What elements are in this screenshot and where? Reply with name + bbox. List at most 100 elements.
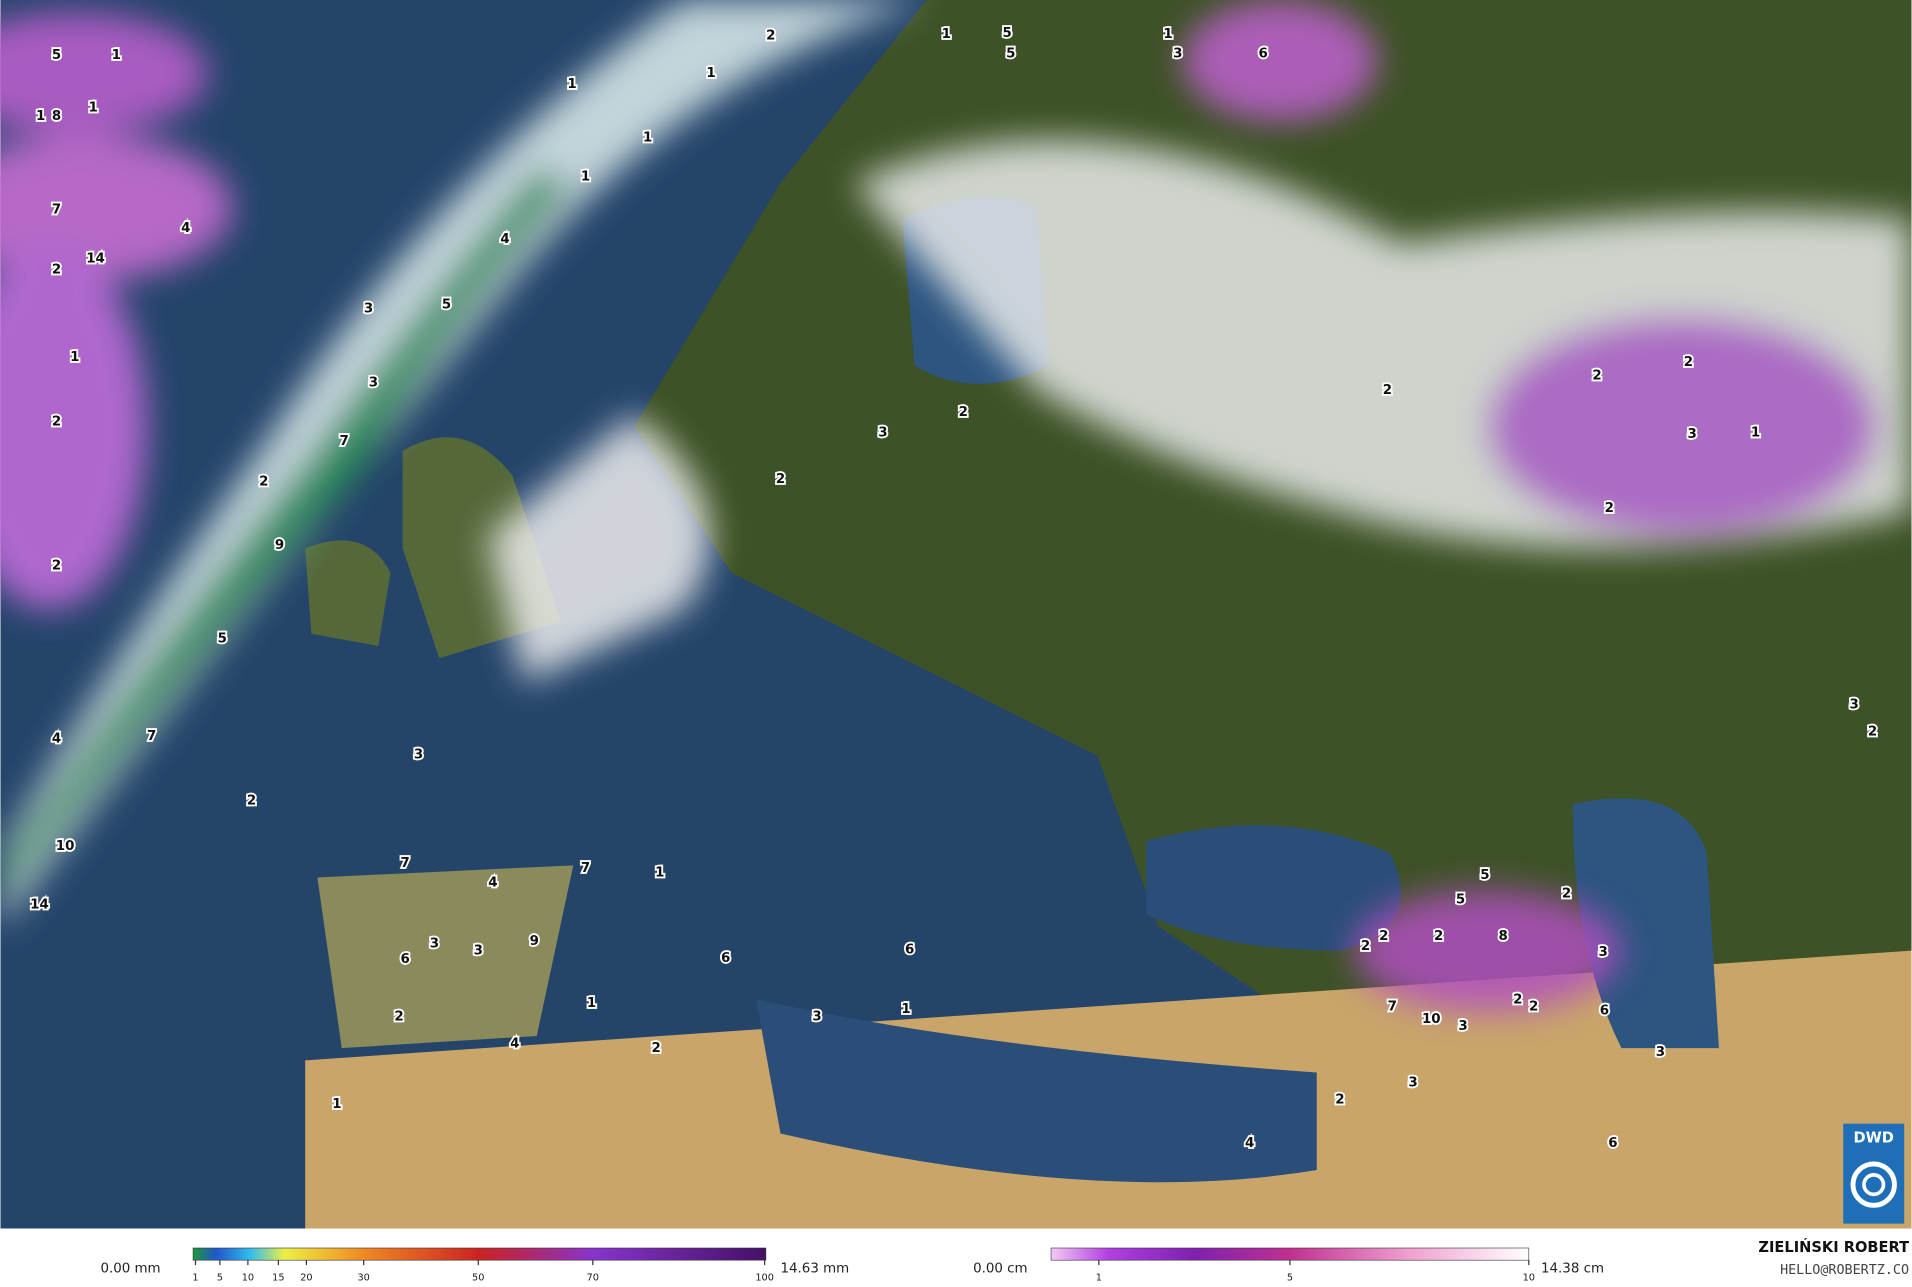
rain-tick-label: 5 [217,1272,223,1283]
precip-label: 3 [430,936,439,951]
snow-min-label: 0.00 cm [973,1262,1027,1277]
precip-label: 2 [1605,501,1614,516]
precip-label: 6 [1608,1136,1617,1151]
precip-label: 4 [181,221,190,236]
credit-name: ZIELIŃSKI ROBERT [1758,1238,1909,1256]
precip-label: 7 [1388,1000,1397,1015]
precip-label: 2 [52,559,61,574]
precip-label: 2 [52,415,61,430]
precip-label: 1 [567,77,576,92]
precip-label: 2 [1379,929,1388,944]
precip-label: 1 [581,170,590,185]
logo-text: DWD [1854,1129,1894,1146]
rain-tick-label: 50 [472,1272,484,1283]
precip-label: 5 [1456,892,1465,907]
precip-label: 2 [259,474,268,489]
precip-label: 3 [1173,47,1182,62]
precip-label: 8 [1499,929,1508,944]
precip-label: 1 [112,48,121,63]
precip-label: 2 [1562,886,1571,901]
precip-label: 3 [812,1009,821,1024]
precip-label: 5 [1003,26,1012,41]
precip-label: 1 [1163,27,1172,42]
precip-label: 4 [510,1036,519,1051]
precip-label: 7 [340,434,349,449]
rain-tick-label: 30 [357,1272,369,1283]
precip-label: 3 [1850,697,1859,712]
precip-label: 1 [332,1097,341,1112]
rain-max-label: 14.63 mm [781,1262,850,1277]
dwd-logo: DWD [1843,1123,1905,1224]
precip-label: 2 [1592,368,1601,383]
snow-max-label: 14.38 cm [1541,1262,1604,1277]
precip-label: 2 [1513,992,1522,1007]
precip-label: 7 [400,856,409,871]
precip-label: 3 [1687,427,1696,442]
precip-label: 2 [247,794,256,809]
rain-color-bar [192,1247,767,1261]
precip-label: 1 [1751,426,1760,441]
precip-label: 1 [901,1002,910,1017]
rain-tick-label: 1 [192,1272,198,1283]
precip-label: 1 [706,66,715,81]
precip-label: 14 [30,897,49,912]
precip-label: 1 [655,866,664,881]
precip-label: 8 [52,109,61,124]
precip-label: 1 [587,996,596,1011]
snow-tick-label: 10 [1523,1272,1535,1283]
precip-label: 1 [942,27,951,42]
rain-min-label: 0.00 mm [100,1262,160,1277]
precip-label: 4 [1245,1136,1254,1151]
rain-tick-label: 10 [242,1272,254,1283]
rain-tick-label: 15 [272,1272,284,1283]
precip-label: 3 [1458,1019,1467,1034]
precip-label: 3 [1656,1045,1665,1060]
precip-label: 3 [414,747,423,762]
precip-label: 6 [1258,47,1267,62]
precip-label: 2 [1434,929,1443,944]
precip-label: 9 [275,538,284,553]
precip-label: 3 [1598,945,1607,960]
precip-label: 7 [581,861,590,876]
precip-label: 6 [1600,1003,1609,1018]
precip-label: 2 [52,262,61,277]
precip-label: 6 [905,942,914,957]
precip-label: 2 [1335,1092,1344,1107]
precip-label: 5 [1006,47,1015,62]
precip-label: 3 [878,426,887,441]
precip-label: 4 [488,875,497,890]
precip-label: 3 [474,944,483,959]
precip-label: 1 [36,109,45,124]
precip-label: 6 [721,951,730,966]
precip-label: 2 [1361,939,1370,954]
precip-label: 9 [530,934,539,949]
precip-label: 10 [56,839,75,854]
precip-label: 2 [1868,724,1877,739]
precip-label: 2 [766,28,775,43]
precip-label: 3 [1408,1075,1417,1090]
precip-label: 10 [1422,1012,1441,1027]
snow-color-bar [1050,1247,1530,1261]
rain-tick-label: 100 [755,1272,774,1283]
precip-label: 3 [369,376,378,391]
precip-label: 2 [652,1041,661,1056]
precip-label: 1 [643,131,652,146]
precip-label: 2 [1684,355,1693,370]
snow-tick-label: 5 [1287,1272,1293,1283]
precip-label: 2 [959,405,968,420]
rain-tick-label: 70 [587,1272,599,1283]
precip-label: 5 [52,48,61,63]
precip-label: 1 [70,350,79,365]
precip-label: 4 [500,232,509,247]
rain-tick-label: 20 [300,1272,312,1283]
precip-label: 5 [1480,868,1489,883]
precip-label: 6 [400,952,409,967]
snow-tick-label: 1 [1096,1272,1102,1283]
precip-label: 2 [394,1009,403,1024]
precip-label: 2 [1529,1000,1538,1015]
precip-label: 5 [218,632,227,647]
credit-email: HELLO@ROBERTZ.CO [1780,1263,1909,1278]
